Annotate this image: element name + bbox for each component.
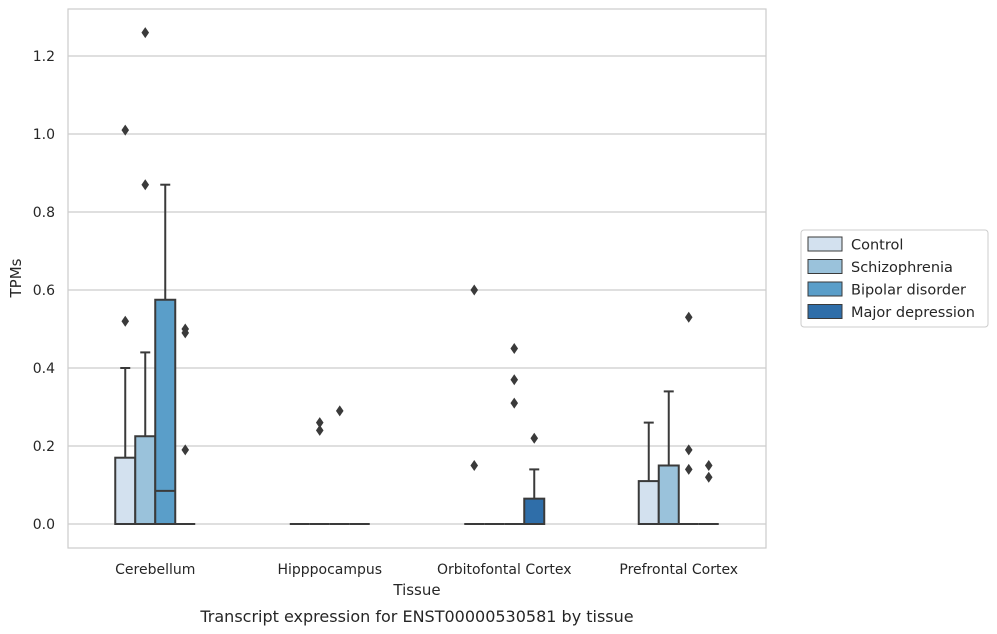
legend-swatch (807, 259, 843, 274)
legend-swatch (807, 236, 843, 252)
outlier-point (510, 343, 519, 354)
box-bipolar-disorder (678, 311, 699, 525)
box-body (523, 497, 546, 525)
chart-caption: Transcript expression for ENST0000053058… (199, 607, 633, 626)
outlier-point (181, 323, 190, 335)
outlier-point (684, 463, 693, 475)
x-tick-label: Cerebellum (115, 562, 195, 578)
box-major-depression (698, 460, 719, 525)
outlier-point (181, 444, 190, 456)
outlier-point (141, 179, 150, 191)
box-bipolar-disorder (154, 183, 177, 525)
box-major-depression (523, 432, 546, 525)
legend-label: Major depression (851, 305, 975, 321)
box-body (657, 464, 680, 525)
box-bipolar-disorder (329, 405, 350, 525)
x-axis-label: Tissue (392, 581, 440, 599)
box-groups (114, 27, 719, 526)
legend: Control Schizophrenia Bipolar disorder Majo… (800, 229, 989, 328)
y-tick-label: 1.2 (33, 49, 55, 65)
outlier-point (704, 460, 713, 471)
box-major-depression (175, 323, 196, 525)
outlier-point (315, 424, 324, 436)
y-tick-label: 1.0 (33, 127, 55, 143)
y-axis-label: TPMs (7, 258, 25, 298)
outlier-point (530, 432, 539, 444)
box-bipolar-disorder (504, 343, 525, 525)
y-tick-label: 0.4 (33, 361, 55, 377)
outlier-point (470, 460, 479, 471)
outlier-point (684, 311, 693, 323)
outlier-point (141, 27, 150, 39)
box-schizophrenia (657, 390, 680, 525)
box-body (134, 435, 157, 525)
y-tick-label: 0.6 (33, 283, 55, 299)
outlier-point (510, 374, 519, 386)
legend-swatch (807, 304, 843, 319)
outlier-point (121, 124, 130, 136)
legend-label: Control (851, 238, 903, 254)
box-schizophrenia (309, 417, 330, 525)
box-body (637, 480, 660, 526)
legend-label: Bipolar disorder (851, 283, 966, 299)
x-tick-label: Hipppocampus (277, 562, 382, 578)
outlier-point (470, 284, 479, 296)
plot-frame (67, 8, 767, 549)
outlier-point (315, 417, 324, 429)
x-tick-label: Prefrontal Cortex (619, 562, 738, 578)
box-schizophrenia (134, 27, 157, 525)
outlier-point (121, 315, 130, 327)
x-tick-label: Orbitofontal Cortex (437, 562, 572, 578)
outlier-point (704, 471, 713, 483)
legend-swatch (807, 281, 843, 297)
x-axis-ticks: Cerebellum Hipppocampus Orbitofontal Corte… (115, 562, 738, 578)
outlier-point (510, 397, 519, 409)
y-axis-ticks: 0.0 0.2 0.4 0.6 0.8 1.0 1.2 (33, 49, 55, 533)
outlier-point (684, 444, 693, 456)
box-body (114, 456, 137, 526)
y-tick-label: 0.8 (33, 205, 55, 221)
box-control (464, 284, 485, 525)
box-control (114, 124, 137, 526)
outlier-point (335, 405, 344, 417)
y-tick-label: 0.2 (33, 439, 55, 455)
legend-frame (800, 229, 989, 328)
box-control (637, 421, 660, 526)
y-tick-label: 0.0 (33, 517, 55, 533)
box-body (154, 298, 177, 525)
legend-label: Schizophrenia (851, 260, 953, 276)
